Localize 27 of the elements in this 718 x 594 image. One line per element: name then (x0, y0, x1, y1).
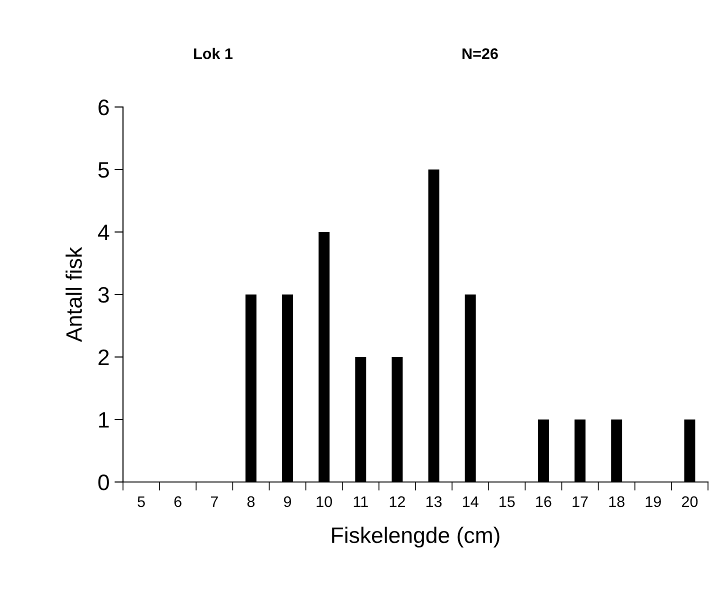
x-tick-label: 9 (284, 496, 292, 508)
y-tick-label: 5 (98, 162, 109, 178)
x-axis-title: Fiskelengde (cm) (332, 526, 500, 548)
y-axis-title: Antall fisk (66, 246, 82, 342)
y-tick-label: 2 (98, 350, 109, 366)
x-tick-label: 10 (316, 496, 332, 508)
x-tick-label: 20 (682, 496, 698, 508)
x-tick-label: 6 (174, 496, 182, 508)
x-tick-label: 14 (463, 496, 478, 507)
x-tick-label: 19 (646, 496, 661, 508)
x-tick-label: 17 (572, 496, 588, 507)
x-tick-label: 15 (500, 496, 515, 508)
chart-subtitle: N=26 (462, 48, 498, 60)
x-tick-label: 7 (210, 496, 218, 507)
y-tick-label: 0 (98, 474, 109, 490)
x-tick-label: 18 (609, 496, 624, 508)
chart-title: Lok 1 (194, 48, 233, 60)
x-tick-label: 5 (138, 496, 145, 508)
y-tick-label: 6 (98, 100, 109, 116)
x-tick-label: 12 (390, 496, 405, 507)
y-tick-label: 1 (99, 412, 109, 428)
x-tick-label: 8 (247, 496, 255, 508)
y-tick-label: 3 (98, 287, 109, 303)
x-tick-label: 16 (536, 496, 552, 508)
x-tick-label: 11 (354, 496, 368, 507)
y-tick-label: 4 (98, 224, 110, 240)
x-tick-label: 13 (426, 496, 442, 508)
